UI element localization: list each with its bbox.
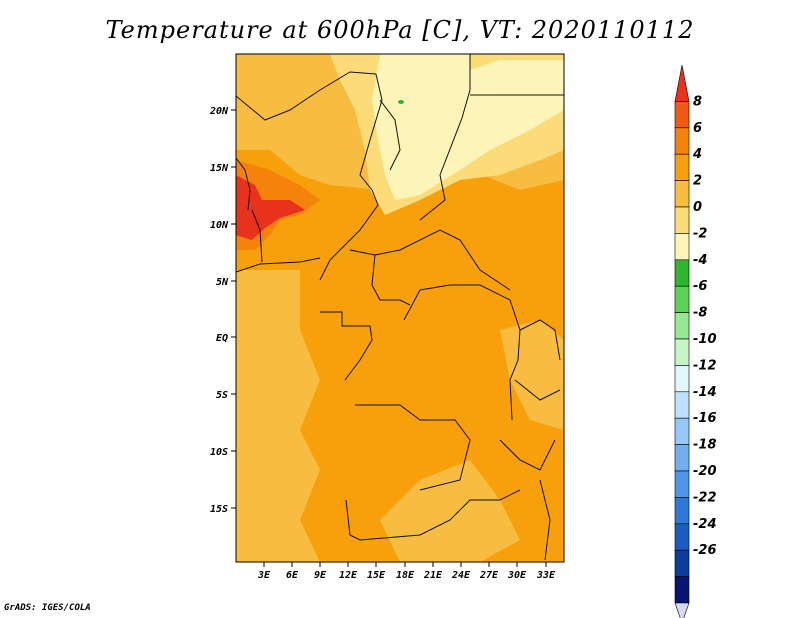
colorbar-swatch [674, 391, 690, 419]
colorbar-label: 6 [693, 121, 702, 136]
lat-tick-label: 15N [210, 163, 229, 174]
colorbar-label: -22 [693, 490, 717, 505]
colorbar-swatch [674, 549, 690, 577]
lon-tick-label: 15E [367, 570, 386, 581]
longitude-axis: 3E 6E 9E 12E 15E 18E 21E 24E 27E 30E 33E [257, 562, 556, 581]
colorbar-swatch [674, 470, 690, 498]
colorbar-swatch [674, 101, 690, 129]
lon-tick-label: 18E [396, 570, 415, 581]
colorbar-swatch [674, 259, 690, 287]
lon-tick-label: 24E [451, 570, 471, 581]
lat-tick-label: 10N [210, 220, 229, 231]
colorbar-swatch [674, 206, 690, 234]
colorbar-label: -14 [693, 385, 717, 400]
colorbar-label: 0 [693, 200, 702, 215]
colorbar-label: -10 [693, 332, 717, 347]
field-neg6-neg4 [398, 100, 404, 104]
colorbar-swatch [674, 312, 690, 340]
field-neg4-neg2 [372, 54, 564, 200]
colorbar-label: 2 [693, 174, 702, 189]
colorbar-label: -8 [693, 306, 707, 321]
lat-tick-label: EQ [216, 333, 228, 344]
colorbar-swatch [674, 180, 690, 208]
footer-credit: GrADS: IGES/COLA [4, 603, 91, 613]
country-borders [236, 54, 564, 561]
latitude-axis: 20N 15N 10N 5N EQ 5S 10S 15S [209, 106, 236, 515]
lon-tick-label: 9E [314, 570, 327, 581]
field-0-2-east [500, 320, 564, 430]
lon-tick-label: 6E [286, 570, 299, 581]
colorbar-label: -26 [693, 543, 717, 558]
field-0-2-south [380, 460, 520, 562]
colorbar-label: -6 [693, 279, 707, 294]
colorbar-top-triangle [674, 64, 690, 102]
colorbar-label: -24 [693, 517, 717, 532]
lon-tick-label: 21E [423, 570, 443, 581]
lat-tick-label: 5S [216, 390, 228, 401]
lat-tick-label: 10S [210, 447, 228, 458]
lon-tick-label: 12E [339, 570, 358, 581]
colorbar: 8 6 4 2 0 -2 -4 -6 -8 -10 -12 -14 -16 -18 -20 -22 -24 -26 [674, 64, 717, 618]
colorbar-label: -20 [693, 464, 717, 479]
lon-tick-label: 27E [479, 570, 499, 581]
colorbar-label: -12 [693, 358, 717, 373]
lat-tick-label: 15S [210, 504, 228, 515]
colorbar-label: -18 [693, 438, 717, 453]
colorbar-bottom-triangle [674, 602, 690, 618]
lat-tick-label: 5N [216, 277, 229, 288]
lat-tick-label: 20N [209, 106, 229, 117]
colorbar-label: -2 [693, 226, 707, 241]
colorbar-swatch [674, 153, 690, 181]
field-6-8 [236, 175, 305, 240]
colorbar-swatch [674, 444, 690, 472]
colorbar-label: 4 [692, 147, 702, 162]
colorbar-label: 8 [693, 94, 702, 109]
colorbar-swatch [674, 365, 690, 393]
colorbar-swatch [674, 417, 690, 445]
colorbar-swatch [674, 285, 690, 313]
field-0-2-west [236, 270, 320, 562]
colorbar-swatch [674, 127, 690, 155]
temperature-field [236, 54, 564, 562]
lon-tick-label: 3E [257, 570, 271, 581]
lon-tick-label: 33E [536, 570, 556, 581]
colorbar-label: -16 [693, 411, 717, 426]
colorbar-swatch [674, 338, 690, 366]
lon-tick-label: 30E [507, 570, 527, 581]
colorbar-swatch [674, 233, 690, 261]
map-frame [235, 53, 565, 563]
colorbar-label: -4 [693, 253, 707, 268]
colorbar-swatch [674, 576, 690, 604]
colorbar-swatch [674, 497, 690, 525]
chart-title: Temperature at 600hPa [C], VT: 202011011… [105, 16, 695, 44]
colorbar-swatch [674, 523, 690, 551]
